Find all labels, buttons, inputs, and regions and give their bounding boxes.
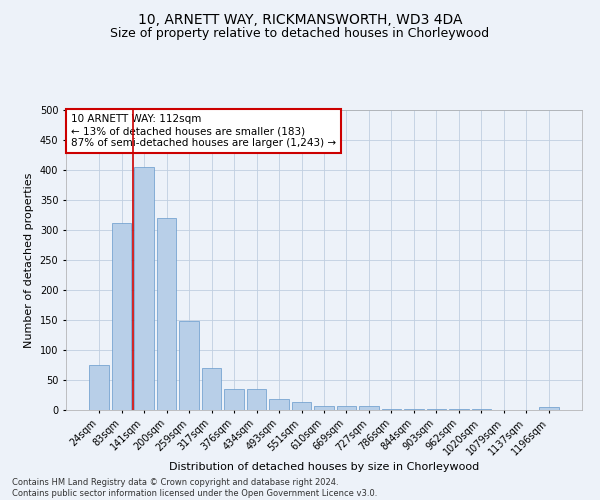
Bar (382, 409, 401, 410)
Bar (337, 406, 356, 410)
Bar (292, 402, 311, 410)
Bar (314, 406, 334, 410)
Bar (359, 406, 379, 410)
Bar (427, 409, 446, 410)
Bar (224, 389, 244, 410)
X-axis label: Distribution of detached houses by size in Chorleywood: Distribution of detached houses by size … (169, 462, 479, 472)
Bar (89, 365, 109, 410)
Text: 10, ARNETT WAY, RICKMANSWORTH, WD3 4DA: 10, ARNETT WAY, RICKMANSWORTH, WD3 4DA (138, 12, 462, 26)
Bar (269, 399, 289, 410)
Text: Contains HM Land Registry data © Crown copyright and database right 2024.
Contai: Contains HM Land Registry data © Crown c… (12, 478, 377, 498)
Bar (202, 368, 221, 410)
Y-axis label: Number of detached properties: Number of detached properties (24, 172, 34, 348)
Bar (157, 218, 176, 410)
Bar (179, 321, 199, 410)
Bar (134, 167, 154, 410)
Text: Size of property relative to detached houses in Chorleywood: Size of property relative to detached ho… (110, 28, 490, 40)
Bar (539, 407, 559, 410)
Bar (404, 409, 424, 410)
Text: 10 ARNETT WAY: 112sqm
← 13% of detached houses are smaller (183)
87% of semi-det: 10 ARNETT WAY: 112sqm ← 13% of detached … (71, 114, 336, 148)
Bar (247, 389, 266, 410)
Bar (112, 223, 131, 410)
